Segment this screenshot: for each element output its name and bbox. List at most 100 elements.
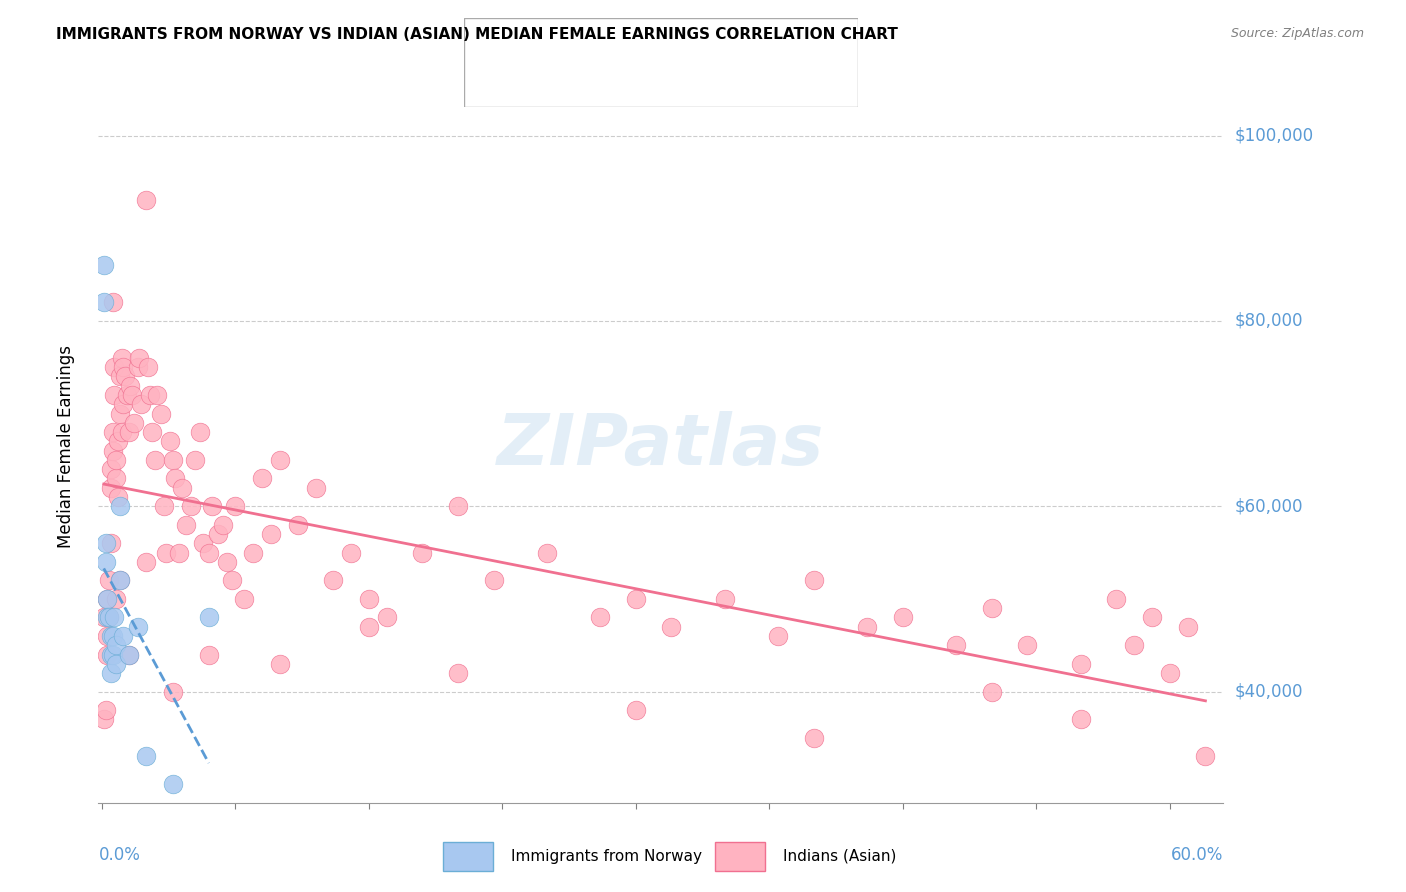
Point [589,610,612,624]
Point [118,425,141,439]
Point [96,610,118,624]
Point [94,536,117,550]
Point [101,295,124,310]
Point [105,453,128,467]
Point [108,407,131,421]
Text: 0.022: 0.022 [598,36,641,50]
Point [322,574,344,588]
Point [170,481,193,495]
Point [108,369,131,384]
Point [139,388,162,402]
Point [482,574,505,588]
Y-axis label: Median Female Earnings: Median Female Earnings [56,344,75,548]
Point [149,407,172,421]
Point [100,629,122,643]
Text: 23: 23 [755,36,775,50]
Point [661,620,683,634]
Point [110,351,132,365]
Point [122,416,145,430]
Point [1105,591,1128,606]
Point [260,527,283,541]
Point [128,351,150,365]
Point [1159,666,1181,681]
FancyBboxPatch shape [479,67,527,98]
FancyBboxPatch shape [443,842,492,871]
Point [411,545,433,559]
Point [980,601,1002,615]
Point [101,629,124,643]
Point [357,620,380,634]
Text: 60.0%: 60.0% [1171,846,1223,863]
Point [96,591,118,606]
Point [768,629,790,643]
Point [136,360,159,375]
Point [105,638,128,652]
Text: N =: N = [692,76,718,90]
Point [183,453,205,467]
Point [100,481,122,495]
Point [112,397,135,411]
Text: Source: ZipAtlas.com: Source: ZipAtlas.com [1230,27,1364,40]
Point [197,610,219,624]
Point [103,388,125,402]
Point [162,684,184,698]
Point [94,703,117,717]
Point [101,425,124,439]
Point [945,638,967,652]
Point [112,360,135,375]
Text: Immigrants from Norway: Immigrants from Norway [512,849,702,863]
Text: $60,000: $60,000 [1234,497,1303,516]
Point [340,545,363,559]
Point [127,360,149,375]
Point [803,574,825,588]
Point [357,591,380,606]
Point [105,471,128,485]
Point [624,703,647,717]
Point [96,629,118,643]
Point [141,425,163,439]
Point [108,574,131,588]
Point [98,574,121,588]
Text: $100,000: $100,000 [1234,127,1313,145]
Point [96,591,118,606]
Point [103,610,125,624]
Point [114,369,136,384]
Point [207,527,229,541]
Point [201,500,224,514]
Point [108,574,131,588]
Point [714,591,737,606]
Point [108,500,131,514]
Point [162,777,184,791]
Point [100,462,122,476]
Point [93,610,115,624]
Point [1070,657,1092,671]
Point [135,749,157,764]
Point [94,555,117,569]
Point [105,591,128,606]
Point [269,657,291,671]
Point [100,666,122,681]
Text: IMMIGRANTS FROM NORWAY VS INDIAN (ASIAN) MEDIAN FEMALE EARNINGS CORRELATION CHAR: IMMIGRANTS FROM NORWAY VS INDIAN (ASIAN)… [56,27,898,42]
Point [105,657,128,671]
Point [163,471,186,485]
Point [536,545,558,559]
Point [121,388,143,402]
Point [197,545,219,559]
Point [221,574,243,588]
Point [269,453,291,467]
Point [803,731,825,745]
Text: R =: R = [538,76,564,90]
Point [375,610,398,624]
Point [250,471,273,485]
Point [287,517,309,532]
Point [167,545,190,559]
Point [1194,749,1216,764]
Point [1017,638,1039,652]
Point [101,648,124,662]
Point [129,397,152,411]
Point [180,500,202,514]
FancyBboxPatch shape [464,18,858,107]
Point [118,648,141,662]
Point [174,517,197,532]
Point [447,500,470,514]
